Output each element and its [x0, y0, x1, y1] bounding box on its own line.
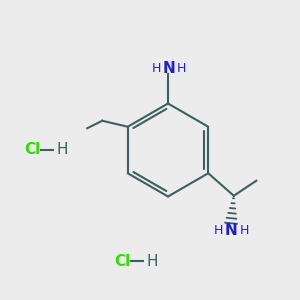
Text: N: N	[163, 61, 175, 76]
Text: H: H	[152, 61, 161, 75]
Text: H: H	[239, 224, 249, 237]
Text: H: H	[214, 224, 223, 237]
Text: N: N	[225, 223, 238, 238]
Text: H: H	[177, 61, 187, 75]
Text: H: H	[146, 254, 158, 268]
Text: Cl: Cl	[114, 254, 130, 268]
Text: H: H	[56, 142, 68, 158]
Text: Cl: Cl	[24, 142, 40, 158]
